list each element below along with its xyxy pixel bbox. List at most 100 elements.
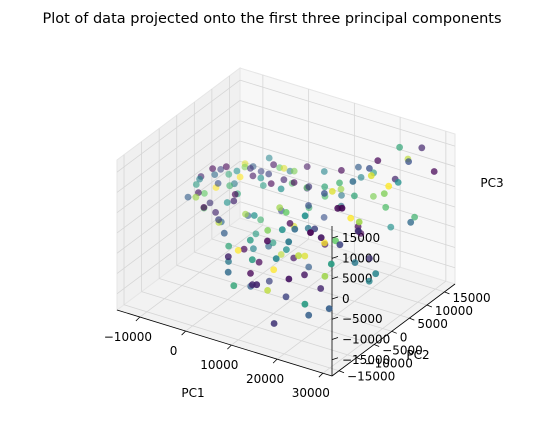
z-tick-label: 5000 [342,272,373,286]
scatter-point [184,193,192,201]
scatter-point [278,226,286,234]
x-grid-line [322,280,447,374]
scatter-point [201,190,208,197]
x-grid-line [276,266,401,360]
scatter-point [385,182,393,190]
x-tick-label: −10000 [104,330,152,344]
scatter-point [365,277,373,285]
scatter-point [224,253,232,261]
grid-lines [116,75,456,374]
y-tick-mark [426,304,433,308]
scatter-point [257,216,264,224]
z-tick-label: 10000 [342,251,380,265]
y-tick-mark [356,357,362,360]
scatter-point [270,266,278,274]
scatter-point [338,192,345,199]
scatter-point [317,285,325,292]
z-grid-line [239,120,456,188]
scatter-point [225,242,233,250]
z-grid-line [239,181,456,248]
scatter-points [184,143,438,327]
scatter-point [285,238,293,246]
x-grid-line [231,252,355,346]
z-tick-label: 0 [342,292,350,306]
scatter-point [411,213,418,221]
scatter-point [283,246,290,254]
z-tick-mark [331,296,339,300]
y-tick-mark [338,370,345,374]
y-tick-mark [409,317,415,321]
scatter-point [286,220,294,227]
scatter-point [305,202,312,209]
scatter-point [320,168,328,175]
scatter-point [240,245,248,253]
z-tick-mark [331,357,339,361]
scatter-point [206,199,214,207]
x-axis-line [116,309,333,377]
y-tick-label: −15000 [347,370,395,384]
scatter-point [270,320,278,327]
y-grid-line [229,225,445,293]
scatter-point [380,190,388,198]
scatter-point [277,251,285,258]
scatter-point [230,197,238,205]
scatter-point [209,165,217,173]
scatter-point [372,270,380,278]
scatter-point [336,241,344,249]
scatter-point [320,214,328,221]
scatter-point [290,179,298,186]
scatter-point [370,193,377,200]
x-tick-mark [227,344,232,350]
scatter-point [250,212,258,219]
scatter-point [303,163,311,171]
scatter-point [241,163,249,171]
scatter-point [327,260,335,268]
scatter-point [282,209,290,216]
z-tick-mark [331,316,339,320]
scatter-point [336,179,343,187]
x-tick-mark [135,316,141,322]
scatter-point [301,300,309,308]
z-tick-label: −5000 [342,312,383,326]
scatter-point [317,234,325,242]
scatter-point [285,275,293,283]
z-tick-mark [331,276,339,280]
scatter-point [347,214,355,222]
scatter-point [355,218,363,226]
scatter-point [267,180,275,188]
scatter-point [328,188,336,195]
z-grid-line [239,140,456,208]
scatter-point [396,143,403,151]
z-tick-label: 15000 [342,231,380,245]
scatter-point [192,193,200,201]
y-tick-mark [391,330,397,334]
z-grid-line [116,181,241,274]
y-tick-label: −10000 [365,357,413,371]
y-axis-line [331,283,456,377]
scatter-point [394,179,402,186]
scatter-point [321,239,328,247]
scatter-point [212,209,220,216]
scatter-point [247,270,254,277]
z-grid-line [116,100,241,193]
scatter-point [214,180,222,187]
scatter-point [225,170,233,178]
scatter-point [270,161,277,169]
z-grid-line [116,79,241,173]
scatter-point [280,176,288,184]
z-grid-line [239,201,456,269]
z-grid-line [116,140,241,234]
z-tick-label: −15000 [342,353,390,367]
z-grid-line [239,100,456,167]
x-tick-mark [272,358,278,364]
y-tick-label: 0 [400,330,408,344]
scatter-point [418,144,426,152]
x-tick-label: 10000 [200,358,238,372]
y-tick-label: −5000 [382,343,423,357]
scatter-point [325,305,333,312]
scatter-point [349,178,357,185]
scatter-point [305,311,313,319]
scatter-point [200,204,208,211]
y-tick-label: 15000 [452,291,490,305]
x-grid-line [185,238,309,332]
